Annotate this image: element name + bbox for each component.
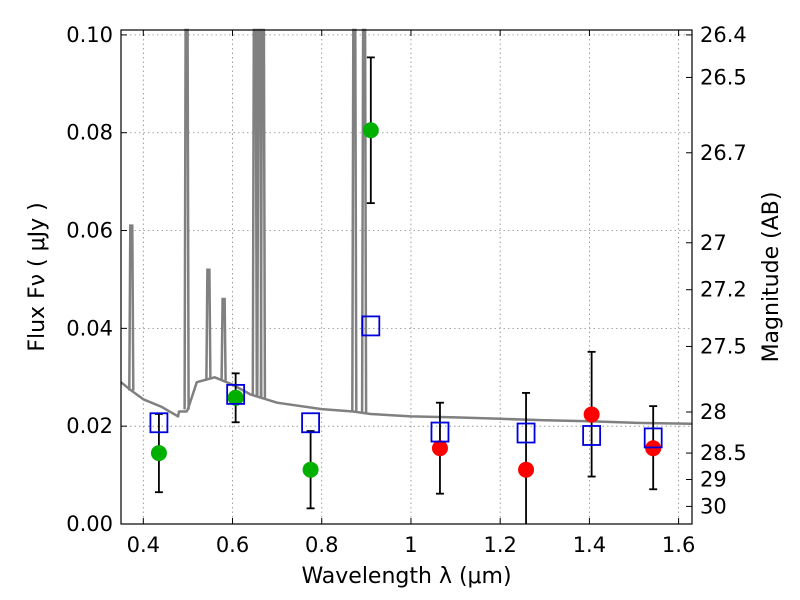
y2-tick-label: 27.5 [700, 334, 747, 358]
green-data-point [150, 445, 167, 462]
y-axis-label: Flux Fν ( μJy ) [25, 202, 50, 351]
y2-tick-label: 27 [700, 231, 727, 255]
red-data-point [431, 440, 448, 457]
green-data-point [362, 122, 379, 139]
x-axis-label: Wavelength λ (μm) [301, 564, 511, 589]
y-tick-label: 0.00 [66, 512, 113, 536]
x-tick-label: 1.4 [573, 533, 606, 557]
error-bars [154, 56, 658, 524]
y2-tick-label: 26.4 [700, 23, 747, 47]
red-data-point [583, 406, 600, 423]
y2-axis-label: Magnitude (AB) [759, 192, 784, 363]
axis-ticks: 0.4 0.6 0.8 1 1.2 1.4 1.6 0.00 0.02 0.04 0.06 0.08 0… [66, 23, 747, 557]
model-box-point [430, 421, 450, 443]
template-continuum [120, 376, 693, 425]
green-data-point [227, 389, 244, 406]
model-box-point [582, 425, 602, 446]
y-tick-label: 0.06 [66, 219, 113, 243]
y2-tick-label: 28.5 [700, 441, 747, 465]
model-box-point [149, 412, 169, 434]
emission-line [205, 268, 212, 380]
model-box-point [516, 422, 536, 444]
y2-tick-label: 28 [700, 400, 727, 424]
x-tick-label: 1 [404, 533, 417, 557]
y-tick-label: 0.10 [66, 23, 113, 47]
data-markers [149, 122, 663, 478]
emission-line [128, 224, 135, 391]
y2-tick-label: 26.7 [700, 141, 747, 165]
y-tick-label: 0.04 [66, 316, 113, 340]
model-box-point [226, 383, 246, 405]
green-data-point [302, 461, 319, 478]
x-tick-label: 1.2 [483, 533, 516, 557]
x-tick-label: 1.6 [662, 533, 695, 557]
y-tick-label: 0.08 [66, 121, 113, 145]
y2-tick-label: 27.2 [700, 278, 747, 302]
red-data-point [518, 461, 535, 478]
emission-line [220, 297, 227, 381]
x-tick-label: 0.4 [127, 533, 160, 557]
y2-tick-label: 30 [700, 494, 727, 518]
y2-tick-label: 29 [700, 467, 727, 491]
model-box-point [301, 412, 320, 434]
y2-tick-label: 26.5 [700, 65, 747, 89]
model-box-point [361, 315, 381, 337]
x-tick-label: 0.8 [305, 533, 338, 557]
x-tick-label: 0.6 [216, 533, 249, 557]
plot-frame [120, 29, 693, 525]
y-tick-label: 0.02 [66, 414, 113, 438]
model-box-point [643, 427, 663, 449]
